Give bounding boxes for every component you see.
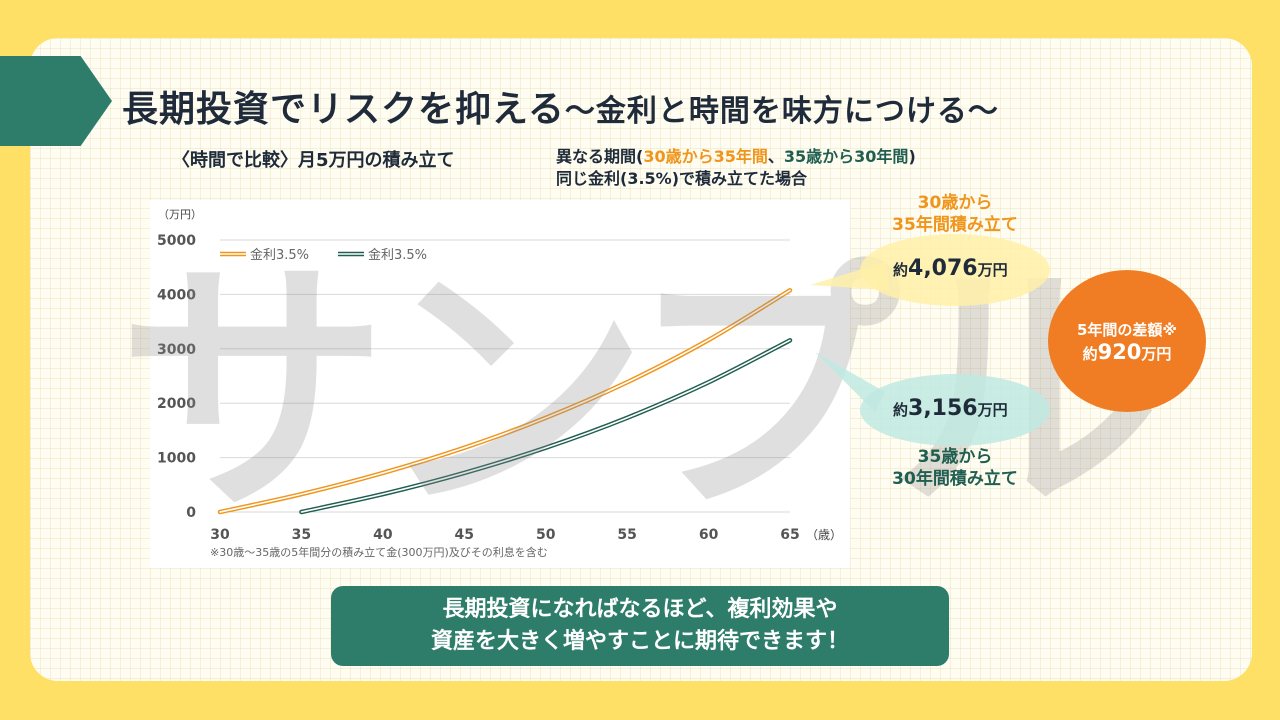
series-line-inner	[300, 339, 791, 513]
y-tick-label: 2000	[157, 396, 196, 412]
footnote: ※30歳～35歳の5年間分の積み立て金(300万円)及びその利息を含む	[210, 546, 548, 559]
legend-label: 金利3.5%	[368, 247, 427, 263]
difference-unit: 万円	[1141, 344, 1172, 363]
x-tick-label: 55	[617, 527, 636, 543]
callout-top-value: 4,076	[908, 256, 978, 281]
series-line-inner	[219, 289, 791, 513]
callout-bottom-prefix: 約	[893, 401, 909, 419]
x-axis-label: （歳）	[806, 528, 842, 542]
callout-top-label-l2: 35年間積み立て	[892, 215, 1018, 235]
condition-line-2: 同じ金利(3.5%)で積み立てた場合	[556, 169, 808, 188]
chart-subtitle: 〈時間で比較〉月5万円の積み立て	[172, 150, 455, 171]
page-title: 長期投資でリスクを抑える～金利と時間を味方につける～	[122, 80, 999, 132]
callout-top-pointer	[810, 262, 890, 290]
y-axis-label: （万円）	[158, 208, 202, 221]
legend-label: 金利3.5%	[250, 247, 309, 263]
callout-top-amount: 約4,076万円	[893, 256, 1008, 281]
condition-sep: 、	[767, 147, 784, 166]
condition-orange: 30歳から35年間	[643, 147, 768, 166]
title-main: 長期投資でリスクを抑える	[122, 89, 565, 130]
chart-area: 0 1000 2000 3000 4000 5000 30 35 40 45 50 55 60 65 （万円…	[150, 200, 850, 568]
banner-line-1: 長期投資になればなるほど、複利効果や	[442, 597, 838, 622]
x-tick-label: 40	[373, 527, 393, 543]
callout-bottom-bubble	[860, 374, 1050, 446]
callout-bottom-pointer	[815, 352, 885, 412]
condition-green: 35歳から30年間	[783, 147, 909, 166]
condition-line-1: 異なる期間(30歳から35年間、35歳から30年間)	[556, 146, 916, 168]
callout-bottom-label-l2: 30年間積み立て	[892, 469, 1018, 489]
banner-line-2: 資産を大きく増やすことに期待できます！	[430, 629, 849, 654]
callout-top-label-l1: 30歳から	[917, 193, 993, 213]
difference-label: 5年間の差額※	[1076, 320, 1178, 339]
condition-text: 異なる期間(30歳から35年間、35歳から30年間) 同じ金利(3.5%)で積み…	[556, 146, 916, 190]
y-tick-label: 0	[186, 505, 196, 521]
line-chart: 0 1000 2000 3000 4000 5000 30 35 40 45 50 55 60 65 （万円…	[157, 208, 842, 543]
callout-bottom-unit: 万円	[977, 401, 1008, 419]
difference-value: 920	[1097, 339, 1142, 364]
x-tick-label: 60	[699, 527, 719, 543]
callout-bottom-label-l1: 35歳から	[917, 447, 993, 467]
callout-top-bubble	[860, 234, 1050, 306]
condition-suffix: )	[908, 147, 916, 166]
y-tick-label: 5000	[157, 233, 196, 249]
callout-bottom-label: 35歳から 30年間積み立て	[880, 446, 1030, 490]
callout-bottom-value: 3,156	[908, 396, 978, 421]
callout-top-unit: 万円	[977, 261, 1008, 279]
difference-amount: 約920万円	[1083, 340, 1172, 364]
conclusion-banner: 長期投資になればなるほど、複利効果や 資産を大きく増やすことに期待できます！	[331, 586, 949, 666]
callout-bottom-amount: 約3,156万円	[893, 396, 1008, 421]
x-tick-label: 45	[455, 527, 474, 543]
difference-bubble: 5年間の差額※ 約920万円	[1048, 270, 1206, 412]
y-tick-label: 4000	[157, 287, 196, 303]
title-sub: ～金利と時間を味方につける～	[564, 94, 999, 129]
y-tick-label: 1000	[157, 451, 196, 467]
y-tick-label: 3000	[157, 342, 196, 358]
x-tick-label: 65	[780, 527, 799, 543]
callout-top-label: 30歳から 35年間積み立て	[880, 192, 1030, 236]
difference-prefix: 約	[1082, 344, 1098, 363]
x-tick-label: 50	[536, 527, 556, 543]
condition-prefix: 異なる期間(	[556, 147, 644, 166]
x-tick-label: 35	[292, 527, 311, 543]
callout-top-prefix: 約	[893, 261, 909, 279]
x-tick-label: 30	[210, 527, 230, 543]
